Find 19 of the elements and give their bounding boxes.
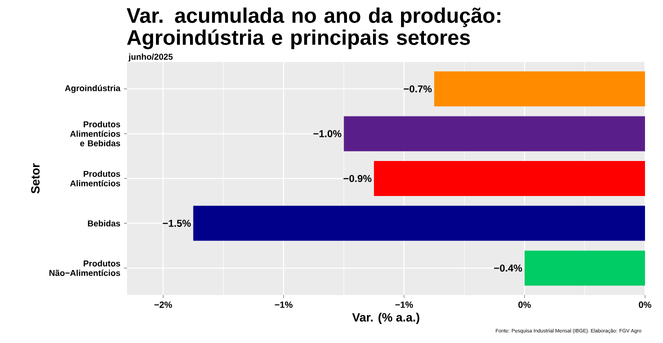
chart-title: Var. acumulada no ano da produção: Agroindústria e principais setores — [126, 8, 500, 50]
y-tick-label: Produtos Alimentícios — [70, 170, 120, 186]
data-label: −0.4% — [494, 264, 522, 272]
x-tick-label: 0% — [518, 302, 531, 308]
x-axis-title: Var. (% a.a.) — [352, 312, 420, 324]
data-label: −0.9% — [344, 174, 372, 182]
y-tick-label: Produtos Não−Alimentícios — [49, 260, 120, 276]
y-axis-title: Setor — [31, 163, 40, 194]
data-label: −1.0% — [313, 130, 342, 138]
chart-subtitle: junho/2025 — [128, 54, 173, 62]
x-tick-label: −1% — [274, 302, 292, 308]
x-tick-label: 0% — [638, 302, 652, 308]
y-tick-label: Agroindústria — [64, 84, 121, 93]
x-tick-label: −2% — [154, 302, 172, 308]
y-tick-label: Produtos Alimentícios e Bebidas — [70, 121, 120, 146]
data-label: −1.5% — [162, 220, 191, 227]
x-tick-label: −1% — [395, 302, 413, 308]
data-label: −0.7% — [404, 85, 432, 92]
y-tick-label: Bebidas — [88, 220, 120, 226]
